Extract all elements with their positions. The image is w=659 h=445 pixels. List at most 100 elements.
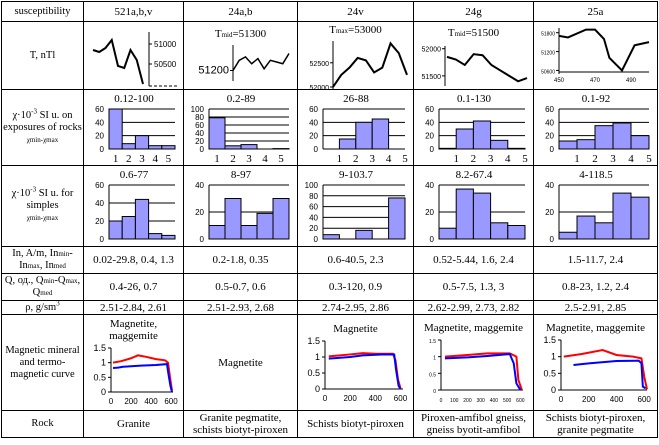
- y-tick-label: 0: [313, 145, 318, 154]
- mineral-name: Magnetite, maggemite: [109, 317, 158, 342]
- column-header: 24g: [413, 1, 534, 22]
- histogram-bar: [354, 121, 373, 149]
- cooling-curve: [572, 359, 646, 389]
- t-field-cell: 51000 50500: [83, 21, 184, 90]
- in-value: 1.5-11.7, 2.4: [533, 246, 658, 274]
- histogram-bar: [108, 220, 123, 240]
- y-tick-label: 1.5: [429, 339, 436, 345]
- y-tick-label: 0.5: [307, 368, 320, 378]
- t-mid-title: Tmid=51500: [447, 27, 500, 39]
- x-tick-label: 2: [470, 153, 476, 165]
- y-tick-label: 60: [545, 105, 554, 114]
- histogram-bar: [506, 147, 526, 149]
- y-tick-label: 40: [425, 181, 434, 190]
- histogram-bar: [224, 144, 241, 149]
- histogram-bar: [489, 222, 508, 240]
- q-value: 0.8-23, 1.2, 2.4: [533, 273, 658, 301]
- column-header: 25a: [533, 1, 658, 22]
- x-tick-label: 200: [124, 397, 138, 406]
- x-tick-label: 600: [637, 395, 651, 404]
- x-tick-label: 4: [385, 153, 391, 165]
- q-value: 0.3-120, 0.9: [297, 273, 414, 301]
- y-tick-label: 50500: [154, 60, 177, 69]
- t-field-cell: 51800 51200 50600 450 470 490: [533, 21, 658, 90]
- y-tick-label: 0: [199, 145, 204, 154]
- histogram-title: 26-88: [343, 93, 369, 105]
- x-tick-label: 2: [126, 153, 132, 165]
- histogram-bar: [387, 197, 405, 240]
- histogram-bar: [121, 142, 136, 150]
- histogram-bar: [558, 231, 577, 240]
- susceptibility-table: susceptibility 521a,b,v 24a,b 24v 24g 25…: [1, 1, 658, 438]
- histogram-title: 0.12-100: [114, 93, 154, 105]
- histogram-cell: 0.1-92 0 20 40 60 1 2 3 4 5: [533, 89, 658, 166]
- x-tick-label: 3: [610, 153, 616, 165]
- y-tick-label: 80: [309, 192, 318, 201]
- histogram-exp-24v: 26-88 0 20 40 60 1 2 3 4 5: [309, 93, 408, 165]
- y-tick-label: 40: [95, 199, 104, 208]
- t-chart-24ab: 51200: [198, 45, 290, 81]
- x-tick-label: 3: [246, 153, 252, 165]
- t-field-cell: Tmid=51500 52000 51500: [413, 21, 534, 90]
- in-value: 0.52-5.44, 1.6, 2.4: [413, 246, 534, 274]
- t-field-cell: Tmid=51300 51200: [183, 21, 298, 90]
- histogram-cell: 8.2-67.4 0 20 40: [413, 165, 534, 247]
- y-tick-label: 40: [195, 129, 204, 138]
- thermomagnetic-chart-521: 0 0.5 1 1.5 0 200 400 600: [93, 343, 178, 406]
- chi-exposures-label: χ·10-3 SI u. on exposures of rocks χmin-…: [1, 89, 84, 166]
- x-tick-label: 500: [502, 398, 511, 404]
- y-tick-label: 1: [100, 357, 105, 367]
- histogram-cell: 26-88 0 20 40 60 1 2 3 4 5: [297, 89, 414, 166]
- histogram-cell: 8-97 0 20 40: [183, 165, 298, 247]
- y-tick-label: 0: [549, 145, 554, 154]
- q-value: 0.5-7.5, 1.3, 3: [413, 273, 534, 301]
- rho-value: 2.74-2.95, 2.86: [297, 300, 414, 315]
- histogram-smp-25a: 4-118.5 0 20 40: [545, 169, 649, 244]
- cooling-curve: [112, 362, 173, 392]
- histogram-bar: [108, 108, 123, 149]
- y-tick-label: 20: [309, 224, 318, 233]
- histogram-title: 0.1-130: [457, 93, 491, 105]
- histogram-bar: [240, 143, 257, 149]
- column-header: 24v: [297, 1, 414, 22]
- histogram-bar: [134, 198, 149, 240]
- x-tick-label: 2: [592, 153, 598, 165]
- y-tick-label: 20: [95, 131, 104, 140]
- mineral-name: Magnetite: [218, 356, 263, 369]
- y-tick-label: 40: [309, 213, 318, 222]
- x-tick-label: 2: [230, 153, 236, 165]
- field-profile-line: [446, 53, 527, 83]
- y-tick-label: 60: [425, 105, 434, 114]
- q-label: Q, од., Qmin-Qmax, Qmed: [1, 273, 84, 301]
- x-tick-label: 4: [505, 153, 511, 165]
- x-tick-label: 200: [343, 394, 357, 403]
- x-tick-label: 0: [439, 398, 442, 404]
- chi-samples-row: χ·10-3 SI u. for simples χmin-χmax 0.6-7…: [1, 165, 658, 247]
- x-tick-label: 400: [609, 395, 623, 404]
- y-tick-label: 40: [195, 181, 204, 190]
- y-tick-label: 60: [95, 105, 104, 114]
- histogram-title: 9-103.7: [339, 169, 373, 181]
- y-tick-label: 20: [545, 208, 554, 217]
- y-tick-label: 0: [99, 145, 104, 154]
- field-profile-line: [558, 28, 649, 72]
- rock-value: Piroxen-amfibol gneiss, gneiss byotit-am…: [413, 410, 534, 438]
- y-tick-label: 51800: [541, 31, 555, 37]
- in-value: 0.02-29.8, 0.4, 1.3: [83, 246, 184, 274]
- histogram-bar: [438, 227, 457, 240]
- x-tick-label: 400: [368, 394, 382, 403]
- y-tick-label: 20: [425, 208, 434, 217]
- y-tick-label: 0: [100, 387, 105, 397]
- histogram-bar: [272, 198, 289, 240]
- histogram-bar: [472, 192, 491, 240]
- x-tick-label: 470: [589, 78, 600, 84]
- x-tick-label: 300: [476, 398, 485, 404]
- mineral-name: Magnetite, maggemite: [424, 321, 523, 334]
- field-profile-line: [92, 37, 144, 84]
- histogram-bar: [371, 118, 389, 149]
- histogram-bar: [576, 138, 595, 150]
- rock-value: Schists biotyt-piroxen, granite pegmatit…: [533, 410, 658, 438]
- x-tick-label: 3: [487, 153, 493, 165]
- t-chart-24g: 52000 51500: [421, 46, 527, 86]
